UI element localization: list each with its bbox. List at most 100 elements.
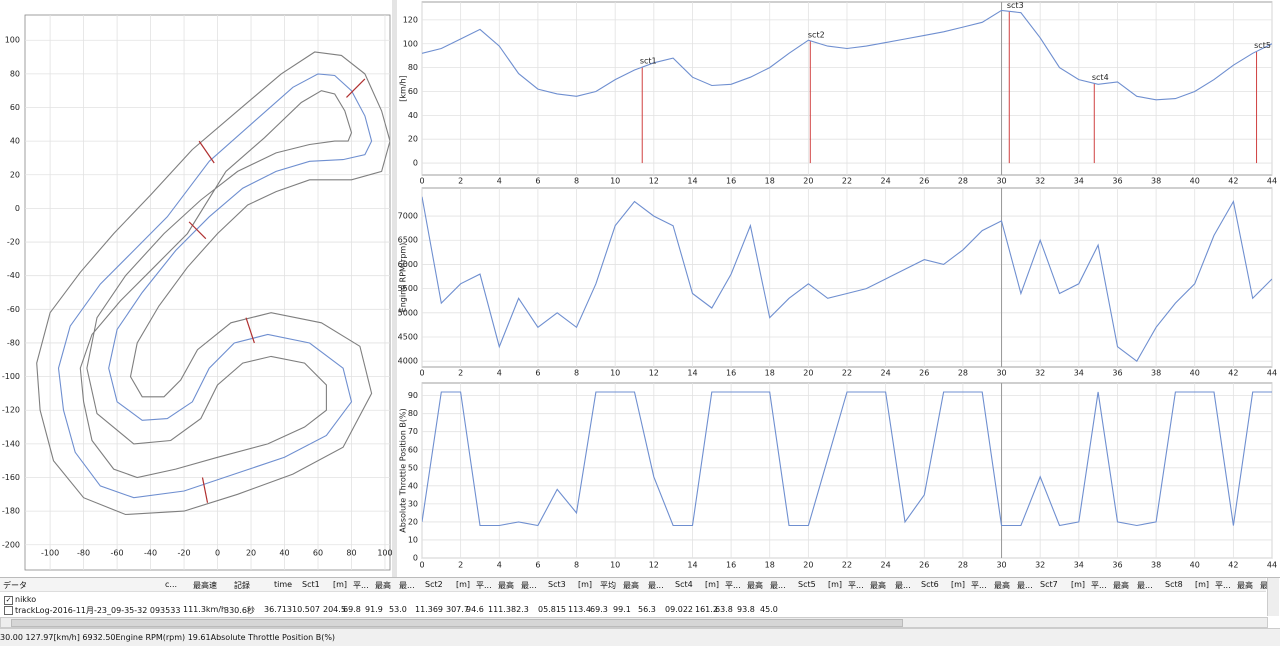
column-header[interactable]: 最高 bbox=[375, 581, 391, 590]
y-tick-label: 80 bbox=[10, 69, 20, 78]
column-header[interactable]: 最高 bbox=[498, 581, 514, 590]
checkbox[interactable]: ✓ bbox=[4, 596, 13, 605]
column-header[interactable]: Sct1 bbox=[302, 580, 320, 589]
x-tick-label: 14 bbox=[687, 561, 697, 570]
y-tick-label: 50 bbox=[408, 463, 418, 472]
section-label: sct3 bbox=[1007, 1, 1024, 10]
scroll-thumb[interactable] bbox=[11, 619, 903, 627]
column-header[interactable]: Sct4 bbox=[675, 580, 693, 589]
column-header[interactable]: Sct3 bbox=[548, 580, 566, 589]
column-header[interactable]: [m] bbox=[828, 580, 843, 589]
column-header[interactable]: 平... bbox=[971, 581, 987, 590]
column-header[interactable]: [m] bbox=[456, 580, 471, 589]
y-tick-label: 5500 bbox=[398, 284, 418, 293]
x-tick-label: 32 bbox=[1035, 369, 1045, 378]
x-tick-label: -100 bbox=[41, 549, 59, 558]
chart-area: -100 -80 -60 -40 -20 0 20 40 60 80 100-200-180-160… bbox=[1, 0, 1278, 577]
x-tick-label: 40 bbox=[1190, 561, 1200, 570]
x-tick-label: 14 bbox=[687, 177, 697, 186]
x-tick-label: 22 bbox=[842, 561, 852, 570]
column-header[interactable]: [m] bbox=[705, 580, 720, 589]
x-tick-label: 30 bbox=[996, 561, 1006, 570]
column-header[interactable]: 最高速 bbox=[193, 581, 217, 590]
y-tick-label: 80 bbox=[408, 409, 418, 418]
row-cell: 53.0 bbox=[389, 605, 407, 614]
row-cell: 69.3 bbox=[590, 605, 608, 614]
horizontal-scrollbar[interactable] bbox=[0, 617, 1268, 628]
data-line bbox=[422, 196, 1272, 363]
row-cell: 111.3 bbox=[488, 605, 511, 614]
column-header[interactable]: 最高 bbox=[1237, 581, 1253, 590]
y-tick-label: -120 bbox=[2, 406, 20, 415]
x-tick-label: 26 bbox=[919, 369, 929, 378]
row-cell: 36.713 bbox=[264, 605, 292, 614]
column-header[interactable]: [m] bbox=[1195, 580, 1210, 589]
row-cell: 307.7 bbox=[446, 605, 469, 614]
y-tick-label: 0 bbox=[15, 204, 20, 213]
x-tick-label: 4 bbox=[497, 177, 502, 186]
column-header[interactable]: 平... bbox=[1215, 581, 1231, 590]
column-header[interactable]: Sct8 bbox=[1165, 580, 1183, 589]
column-header[interactable]: 最高 bbox=[623, 581, 639, 590]
column-header[interactable]: 平... bbox=[353, 581, 369, 590]
column-header[interactable]: 記録 bbox=[234, 581, 250, 590]
data-line bbox=[79, 90, 353, 479]
column-header[interactable]: 平... bbox=[848, 581, 864, 590]
column-header[interactable]: Sct6 bbox=[921, 580, 939, 589]
column-header[interactable]: 最... bbox=[895, 581, 911, 590]
column-header[interactable]: 最高 bbox=[870, 581, 886, 590]
column-header[interactable]: [m] bbox=[578, 580, 593, 589]
plot-content bbox=[422, 383, 1272, 558]
column-header[interactable]: Sct2 bbox=[425, 580, 443, 589]
x-tick-label: 6 bbox=[535, 369, 540, 378]
row-cell: 11.369 bbox=[415, 605, 443, 614]
section-marker bbox=[201, 477, 209, 503]
column-header[interactable]: 最高 bbox=[1113, 581, 1129, 590]
y-tick-label: -100 bbox=[2, 372, 20, 381]
column-header[interactable]: 平... bbox=[476, 581, 492, 590]
x-tick-label: 20 bbox=[803, 561, 813, 570]
x-tick-label: 8 bbox=[574, 369, 579, 378]
checkbox[interactable] bbox=[4, 606, 13, 615]
x-tick-label: 40 bbox=[279, 549, 289, 558]
column-header[interactable]: 最... bbox=[1017, 581, 1033, 590]
column-header[interactable]: 最高 bbox=[994, 581, 1010, 590]
x-tick-label: 26 bbox=[919, 177, 929, 186]
x-tick-label: 16 bbox=[726, 369, 736, 378]
column-header[interactable]: Sct5 bbox=[798, 580, 816, 589]
x-tick-label: 20 bbox=[246, 549, 256, 558]
y-tick-label: 120 bbox=[403, 15, 418, 24]
y-tick-label: 60 bbox=[408, 445, 418, 454]
x-tick-label: 28 bbox=[958, 561, 968, 570]
column-header[interactable]: 最... bbox=[770, 581, 786, 590]
y-tick-label: 10 bbox=[408, 535, 418, 544]
row-cell: 113.4 bbox=[568, 605, 591, 614]
column-header[interactable]: 平... bbox=[1091, 581, 1107, 590]
y-tick-label: 20 bbox=[408, 517, 418, 526]
column-header[interactable]: 最高 bbox=[747, 581, 763, 590]
x-tick-label: 42 bbox=[1228, 561, 1238, 570]
column-header[interactable]: データ bbox=[3, 581, 27, 590]
column-header[interactable]: 最... bbox=[399, 581, 415, 590]
column-header[interactable]: 最... bbox=[648, 581, 664, 590]
x-tick-label: 18 bbox=[765, 177, 775, 186]
column-header[interactable]: time bbox=[274, 580, 293, 589]
section-marker bbox=[198, 140, 215, 164]
splitter[interactable] bbox=[392, 0, 397, 577]
column-header[interactable]: Sct7 bbox=[1040, 580, 1058, 589]
row-name: trackLog-2016-11月-23_09-35-32 093533 bbox=[15, 606, 181, 615]
column-header[interactable]: 平... bbox=[725, 581, 741, 590]
row-cell: 69.8 bbox=[343, 605, 361, 614]
y-tick-label: -160 bbox=[2, 473, 20, 482]
column-header[interactable]: 平均 bbox=[600, 581, 616, 590]
y-tick-label: 4500 bbox=[398, 333, 418, 342]
column-header[interactable]: [m] bbox=[333, 580, 348, 589]
column-header[interactable]: [m] bbox=[951, 580, 966, 589]
x-tick-label: 80 bbox=[346, 549, 356, 558]
column-header[interactable]: c... bbox=[165, 580, 178, 589]
column-header[interactable]: [m] bbox=[1071, 580, 1086, 589]
vertical-scrollbar[interactable] bbox=[1267, 578, 1279, 616]
column-header[interactable]: 最... bbox=[1137, 581, 1153, 590]
x-tick-label: -40 bbox=[144, 549, 157, 558]
column-header[interactable]: 最... bbox=[521, 581, 537, 590]
